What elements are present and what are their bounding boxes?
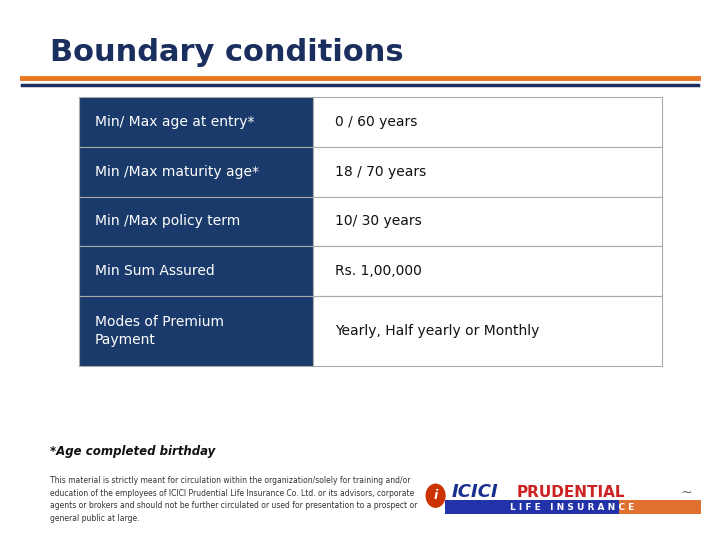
Text: Min Sum Assured: Min Sum Assured (95, 264, 215, 278)
Text: Min /Max policy term: Min /Max policy term (95, 214, 240, 228)
Text: Modes of Premium
Payment: Modes of Premium Payment (95, 315, 224, 347)
FancyBboxPatch shape (79, 296, 313, 366)
FancyBboxPatch shape (79, 147, 313, 197)
Text: 10/ 30 years: 10/ 30 years (335, 214, 421, 228)
Text: Boundary conditions: Boundary conditions (50, 38, 404, 67)
FancyBboxPatch shape (313, 246, 662, 296)
FancyBboxPatch shape (445, 500, 701, 514)
Text: 18 / 70 years: 18 / 70 years (335, 165, 426, 179)
FancyBboxPatch shape (313, 197, 662, 246)
Text: ICICI: ICICI (451, 483, 498, 502)
Text: 0 / 60 years: 0 / 60 years (335, 115, 417, 129)
FancyBboxPatch shape (619, 500, 701, 514)
Text: This material is strictly meant for circulation within the organization/solely f: This material is strictly meant for circ… (50, 476, 418, 523)
Text: *Age completed birthday: *Age completed birthday (50, 446, 216, 458)
Ellipse shape (426, 484, 446, 508)
FancyBboxPatch shape (313, 296, 662, 366)
Text: Min/ Max age at entry*: Min/ Max age at entry* (95, 115, 255, 129)
Text: Yearly, Half yearly or Monthly: Yearly, Half yearly or Monthly (335, 324, 539, 338)
Text: i: i (433, 489, 438, 502)
FancyBboxPatch shape (79, 97, 313, 147)
FancyBboxPatch shape (79, 246, 313, 296)
Text: ~: ~ (680, 485, 692, 500)
FancyBboxPatch shape (313, 147, 662, 197)
Text: Min /Max maturity age*: Min /Max maturity age* (95, 165, 259, 179)
FancyBboxPatch shape (313, 97, 662, 147)
Text: L I F E   I N S U R A N C E: L I F E I N S U R A N C E (510, 503, 634, 511)
Text: PRUDENTIAL: PRUDENTIAL (517, 485, 626, 500)
Text: Rs. 1,00,000: Rs. 1,00,000 (335, 264, 422, 278)
FancyBboxPatch shape (79, 197, 313, 246)
